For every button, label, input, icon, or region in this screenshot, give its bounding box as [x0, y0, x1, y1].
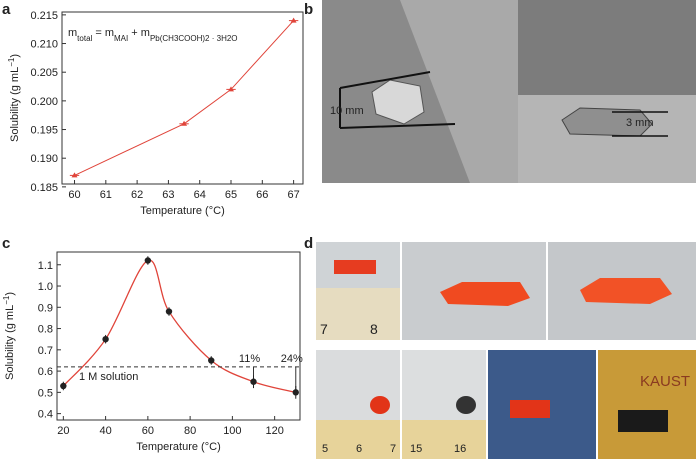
- text-part: = m: [92, 27, 114, 39]
- crystal: [561, 107, 653, 137]
- photo-text: 16: [454, 443, 466, 455]
- marker: [144, 257, 152, 264]
- ruler: [400, 0, 518, 183]
- ruler: [518, 0, 696, 95]
- x-tick-label: 63: [162, 189, 174, 201]
- arrow: [339, 71, 456, 129]
- crystal: [334, 260, 376, 274]
- photo-text: KAUST: [640, 373, 690, 390]
- marker: [60, 382, 67, 390]
- x-tick-label: 62: [131, 189, 143, 201]
- y-axis-label: Solubility (g mL−1): [2, 292, 17, 380]
- text-part: + m: [128, 27, 150, 39]
- text-part: total: [77, 34, 92, 43]
- panel-label: c: [2, 235, 10, 252]
- x-tick-label: 100: [223, 425, 241, 437]
- text-part: Solubility (g mL: [4, 305, 16, 380]
- text-part: −1: [2, 295, 11, 305]
- ruler: [402, 420, 486, 459]
- x-tick-label: 61: [100, 189, 112, 201]
- text-part: ): [9, 54, 21, 58]
- x-tick-label: 66: [256, 189, 268, 201]
- line: [74, 20, 294, 176]
- text-part: ): [4, 292, 16, 296]
- photo-text: 6: [356, 443, 362, 455]
- y-tick-label: 0.9: [38, 302, 53, 314]
- ruler: [316, 288, 400, 340]
- text-part: m: [68, 27, 77, 39]
- ruler: [316, 420, 400, 459]
- photo-text: 7: [320, 321, 328, 337]
- y-tick-label: 0.4: [38, 409, 53, 421]
- x-tick-label: 65: [225, 189, 237, 201]
- marker: [290, 17, 297, 23]
- x-axis-label: Temperature (°C): [136, 441, 220, 453]
- panel-label: b: [304, 1, 313, 18]
- plot-frame: [61, 11, 304, 185]
- photo-b: 10 mm 3 mm: [322, 0, 696, 183]
- marker: [181, 120, 188, 126]
- text-part: Pb(CH3COOH)2 · 3H2O: [150, 34, 238, 43]
- x-tick-label: 120: [265, 425, 283, 437]
- marker: [228, 86, 235, 92]
- marker: [71, 172, 78, 178]
- x-tick-label: 67: [287, 189, 299, 201]
- photo-text: 3 mm: [626, 117, 654, 129]
- y-tick-label: 0.195: [30, 125, 58, 137]
- annotation: 24%: [281, 353, 303, 365]
- arrow: [612, 111, 668, 137]
- x-tick-label: 60: [142, 425, 154, 437]
- panel-label: d: [304, 235, 313, 252]
- x-axis-label: Temperature (°C): [140, 205, 224, 217]
- y-tick-label: 0.215: [30, 10, 58, 22]
- crystal: [370, 396, 390, 414]
- y-tick-label: 0.190: [30, 153, 58, 165]
- photo-d: 7 8 5 6 7 15 16 KAUST: [316, 242, 696, 459]
- x-tick-label: 20: [57, 425, 69, 437]
- marker: [102, 335, 109, 343]
- photo: [598, 350, 696, 459]
- photo-text: 8: [370, 321, 378, 337]
- photo-text: 5: [322, 443, 328, 455]
- marker: [208, 357, 215, 364]
- photo-text: 7: [390, 443, 396, 455]
- x-tick-label: 60: [68, 189, 80, 201]
- y-tick-label: 0.5: [38, 387, 53, 399]
- text-part: −1: [7, 57, 16, 67]
- y-tick-label: 0.210: [30, 39, 58, 51]
- y-tick-label: 0.6: [38, 366, 53, 378]
- crystal: [618, 410, 668, 432]
- marker: [250, 378, 257, 385]
- marker: [292, 389, 299, 396]
- y-tick-label: 1.0: [38, 281, 53, 293]
- crystal: [580, 278, 672, 304]
- y-tick-label: 0.205: [30, 67, 58, 79]
- annotation: 11%: [239, 353, 260, 365]
- plot-frame: [56, 251, 301, 421]
- reference-label: 1 M solution: [79, 371, 138, 383]
- panel-label: a: [2, 1, 11, 18]
- x-tick-label: 40: [99, 425, 111, 437]
- y-tick-label: 0.200: [30, 96, 58, 108]
- y-tick-label: 0.7: [38, 345, 53, 357]
- x-tick-label: 80: [184, 425, 196, 437]
- y-tick-label: 1.1: [38, 260, 53, 272]
- crystal: [456, 396, 476, 414]
- crystal: [510, 400, 550, 418]
- crystal: [440, 282, 530, 306]
- y-tick-label: 0.8: [38, 324, 53, 336]
- y-axis-label: Solubility (g mL−1): [7, 54, 22, 142]
- x-tick-label: 64: [194, 189, 206, 201]
- photo-text: 10 mm: [330, 105, 364, 117]
- text-part: MAI: [114, 34, 128, 43]
- formula: mtotal = mMAI + mPb(CH3COOH)2 · 3H2O: [68, 27, 238, 43]
- photo-text: 15: [410, 443, 422, 455]
- text-part: Solubility (g mL: [9, 67, 21, 142]
- marker: [165, 308, 173, 315]
- y-tick-label: 0.185: [30, 182, 58, 194]
